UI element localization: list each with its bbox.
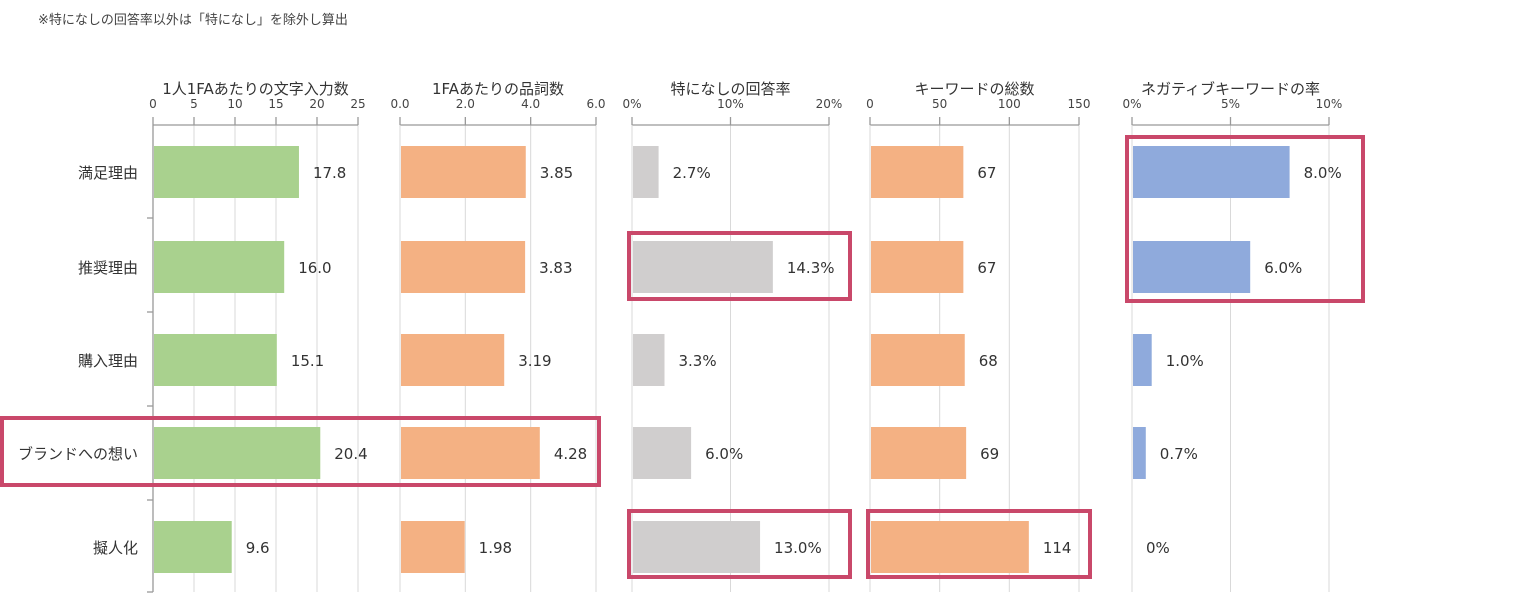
tick-label: 0% (622, 97, 641, 111)
data-label: 69 (980, 445, 999, 463)
data-label: 6.0% (705, 445, 743, 463)
category-label: 購入理由 (78, 352, 138, 370)
tick-label: 6.0 (586, 97, 605, 111)
tick-label: 5 (190, 97, 198, 111)
bar (154, 146, 299, 198)
bar (633, 334, 665, 386)
bar (633, 146, 659, 198)
panel-title: 1人1FAあたりの文字入力数 (162, 80, 349, 98)
tick-label: 50 (932, 97, 947, 111)
highlight-box (1125, 135, 1365, 303)
data-label: 2.7% (673, 164, 711, 182)
data-label: 20.4 (334, 445, 367, 463)
bar (401, 241, 526, 293)
bar (1133, 146, 1290, 198)
bar (871, 146, 964, 198)
tick-label: 4.0 (521, 97, 540, 111)
data-label: 17.8 (313, 164, 346, 182)
footnote: ※特になしの回答率以外は「特になし」を除外し算出 (38, 13, 348, 28)
tick-label: 150 (1068, 97, 1091, 111)
bar (1133, 241, 1251, 293)
tick-label: 2.0 (456, 97, 475, 111)
tick-label: 15 (268, 97, 283, 111)
bar (1133, 427, 1146, 479)
data-label: 0% (1146, 539, 1170, 557)
data-label: 3.3% (679, 352, 717, 370)
data-label: 1.0% (1166, 352, 1204, 370)
bar (633, 427, 692, 479)
tick-label: 0.0 (390, 97, 409, 111)
bar (401, 334, 505, 386)
category-label: 擬人化 (93, 539, 138, 557)
tick-label: 10% (717, 97, 744, 111)
bar (154, 241, 285, 293)
tick-label: 25 (350, 97, 365, 111)
data-label: 13.0% (774, 539, 822, 557)
data-label: 1.98 (479, 539, 512, 557)
bar (154, 427, 321, 479)
bar (401, 427, 540, 479)
panel-title: 特になしの回答率 (670, 80, 790, 98)
category-label: 満足理由 (78, 164, 138, 182)
panel-title: ネガティブキーワードの率 (1141, 80, 1320, 98)
highlight-box (866, 509, 1092, 579)
data-label: 15.1 (291, 352, 324, 370)
category-label: 推奨理由 (78, 259, 138, 277)
data-label: 67 (977, 164, 996, 182)
bar (871, 334, 965, 386)
data-label: 68 (979, 352, 998, 370)
tick-label: 10 (227, 97, 242, 111)
panel-3: 特になしの回答率 0% 10% 20% 2.7% 14.3% 3.3% 6.0% 13.0% (622, 80, 842, 592)
data-label: 4.28 (554, 445, 587, 463)
bar (401, 521, 465, 573)
tick-label: 10% (1316, 97, 1343, 111)
tick-label: 0 (866, 97, 874, 111)
data-label: 3.19 (518, 352, 551, 370)
highlight-box (0, 416, 601, 487)
bar (1133, 334, 1152, 386)
highlight-box (627, 231, 852, 301)
bar (871, 241, 964, 293)
tick-label: 0% (1122, 97, 1141, 111)
bar (154, 521, 232, 573)
bar (633, 241, 773, 293)
data-label: 3.83 (539, 259, 572, 277)
bar (871, 521, 1029, 573)
panel-2: 1FAあたりの品詞数 0.0 2.0 4.0 6.0 3.85 3.83 3.19 4.28 1.… (390, 80, 606, 592)
data-label: 8.0% (1304, 164, 1342, 182)
data-label: 114 (1043, 539, 1072, 557)
bar (401, 146, 526, 198)
bar (633, 521, 761, 573)
data-label: 6.0% (1264, 259, 1302, 277)
data-label: 9.6 (246, 539, 270, 557)
tick-label: 20 (309, 97, 324, 111)
tick-label: 100 (998, 97, 1021, 111)
tick-label: 0 (149, 97, 157, 111)
tick-label: 20% (816, 97, 843, 111)
data-label: 0.7% (1160, 445, 1198, 463)
tick-label: 5% (1221, 97, 1240, 111)
data-label: 16.0 (298, 259, 331, 277)
panel-title: 1FAあたりの品詞数 (432, 80, 564, 98)
bar (871, 427, 967, 479)
category-label: ブランドへの想い (18, 445, 138, 463)
panel-4: キーワードの総数 0 50 100 150 67 67 68 69 114 (866, 80, 1090, 592)
data-label: 3.85 (540, 164, 573, 182)
bar (154, 334, 277, 386)
data-label: 67 (977, 259, 996, 277)
data-label: 14.3% (787, 259, 835, 277)
panel-title: キーワードの総数 (914, 80, 1034, 98)
highlight-box (627, 509, 852, 579)
panel-1: 1人1FAあたりの文字入力数 0 5 10 15 20 25 17.8 16.0 15.1 20.4… (147, 80, 368, 593)
